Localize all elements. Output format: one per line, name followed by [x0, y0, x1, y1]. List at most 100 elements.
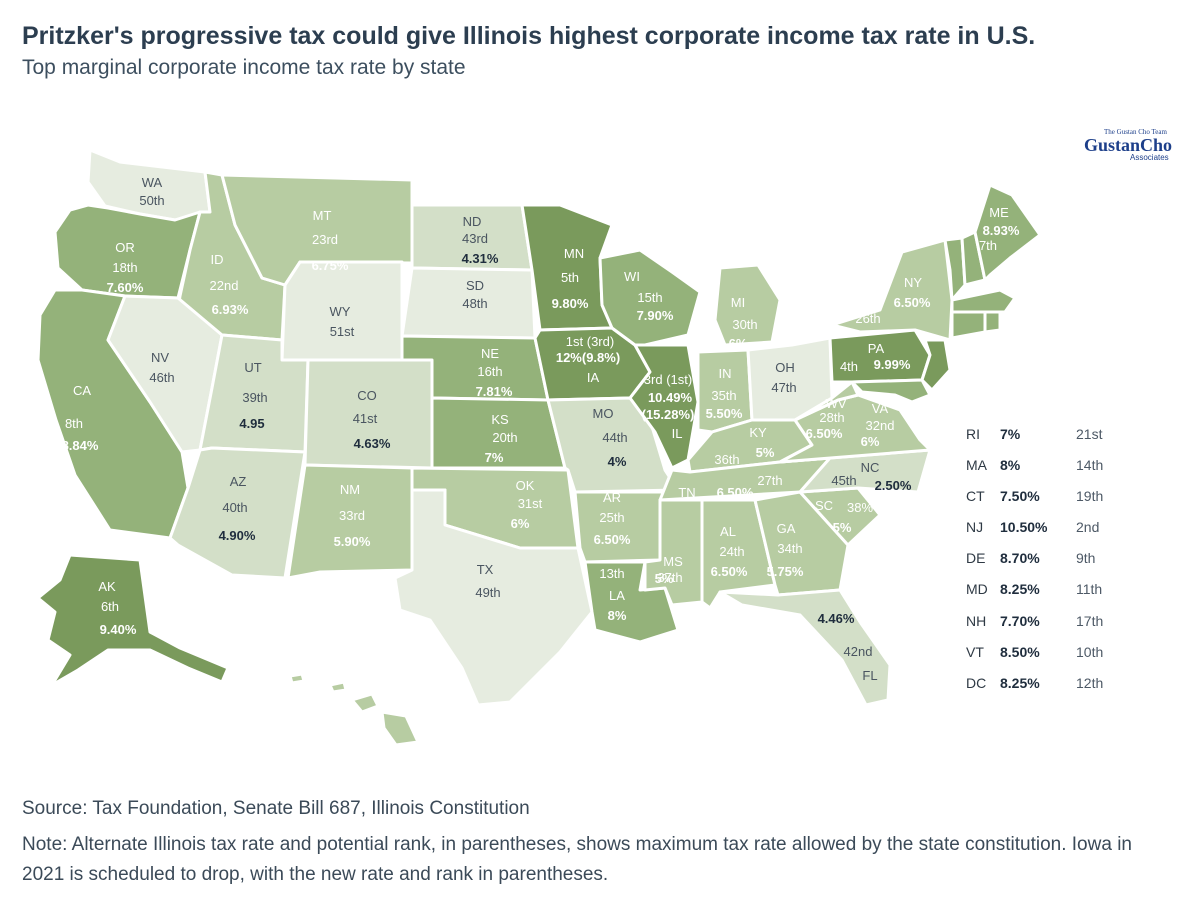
legend-abbr: NJ: [966, 519, 984, 536]
state-ak[interactable]: [36, 553, 230, 687]
state-tx[interactable]: [393, 488, 594, 707]
state-vt[interactable]: [943, 236, 967, 302]
label-ga-rate: 5.75%: [767, 564, 804, 579]
legend-abbr: DE: [966, 550, 986, 567]
label-pa-rate: 9.99%: [874, 357, 911, 372]
label-ms-rate: 5%: [655, 571, 674, 586]
label-va-rank: 32nd: [866, 418, 895, 433]
label-wy-abbr: WY: [330, 304, 351, 319]
label-mi-rate: 6%: [729, 336, 748, 351]
label-ok-abbr: OK: [516, 478, 535, 493]
label-or-rank: 18th: [112, 260, 137, 275]
label-ia-rate: 12%(9.8%): [556, 350, 620, 365]
label-il-rank: 3rd (1st): [644, 372, 692, 387]
state-mn[interactable]: [520, 203, 614, 332]
legend-abbr: MD: [966, 581, 988, 598]
label-ca-rank: 8th: [65, 416, 83, 431]
state-labels: WA 50th OR 18th 7.60% CA 8th 8.84% ID 22…: [62, 175, 1020, 721]
legend-abbr: VT: [966, 643, 984, 660]
label-hi-rate: 6.40%: [358, 676, 395, 691]
label-mo-rank: 44th: [602, 430, 627, 445]
legend-rate: 8.70%: [1000, 550, 1040, 567]
legend-row: DC 8.25% 12th: [962, 671, 1122, 702]
label-me-rate: 8.93%: [983, 223, 1020, 238]
label-mo-rate: 4%: [608, 454, 627, 469]
legend-rank: 21st: [1076, 426, 1103, 442]
label-ca-rate: 8.84%: [62, 438, 99, 453]
label-az-rate: 4.90%: [219, 528, 256, 543]
state-wi[interactable]: [598, 248, 702, 347]
label-wa-rank: 50th: [139, 193, 164, 208]
state-fl[interactable]: [718, 588, 892, 707]
label-ky-rate: 5%: [756, 445, 775, 460]
legend-rate: 8%: [1000, 457, 1021, 474]
legend-abbr: MA: [966, 457, 987, 474]
legend-rank: 17th: [1076, 612, 1104, 629]
state-ma[interactable]: [950, 288, 1017, 314]
state-nm[interactable]: [286, 463, 414, 580]
label-al-rate: 6.50%: [711, 564, 748, 579]
label-la-rank: 13th: [599, 566, 624, 581]
state-pa[interactable]: [828, 328, 932, 384]
label-ok-rank: 31st: [518, 496, 543, 511]
legend-row: NH 7.70% 17th: [962, 609, 1122, 640]
label-ak-rate: 9.40%: [100, 622, 137, 637]
state-il[interactable]: [628, 343, 700, 470]
logo-name: GustanCho: [1084, 135, 1173, 155]
legend-abbr: DC: [966, 674, 987, 691]
label-ms-rank: 37th: [657, 570, 682, 585]
label-ia-abbr: IA: [587, 370, 600, 385]
state-hi-island-3[interactable]: [380, 710, 420, 747]
map-subtitle: Top marginal corporate income tax rate b…: [22, 56, 466, 79]
state-nj[interactable]: [920, 338, 952, 392]
state-ri[interactable]: [983, 310, 1002, 334]
label-al-abbr: AL: [720, 524, 736, 539]
label-fl-rank: 42nd: [844, 644, 873, 659]
label-tn-rate: 6.50%: [717, 485, 754, 500]
state-shapes: [36, 148, 1042, 747]
label-fl-rate: 4.46%: [818, 611, 855, 626]
label-ga-rank: 34th: [777, 541, 802, 556]
label-az-abbr: AZ: [230, 474, 247, 489]
legend-rank: 11th: [1076, 581, 1103, 598]
label-mt-abbr: MT: [313, 208, 332, 223]
label-in-rank: 35th: [711, 388, 736, 403]
label-mn-rank: 5th: [561, 270, 579, 285]
label-co-abbr: CO: [357, 388, 377, 403]
state-md[interactable]: [850, 378, 932, 404]
label-nc-rank: 45th: [831, 473, 856, 488]
logo-sub: Associates: [1130, 153, 1169, 162]
state-me[interactable]: [973, 183, 1042, 282]
label-il-abbr: IL: [672, 426, 683, 441]
label-pa-rank: 4th: [840, 359, 858, 374]
label-id-rate: 6.93%: [212, 302, 249, 317]
state-ny[interactable]: [830, 238, 954, 342]
source-text: Source: Tax Foundation, Senate Bill 687,…: [22, 798, 530, 819]
label-ak-rank: 6th: [101, 599, 119, 614]
logo-tagline: The Gustan Cho Team: [1104, 128, 1167, 136]
legend-abbr: CT: [966, 488, 985, 505]
state-ar[interactable]: [573, 490, 674, 564]
label-ms-abbr: MS: [663, 554, 683, 569]
state-mi[interactable]: [713, 263, 782, 347]
label-id-abbr: ID: [211, 252, 224, 267]
legend-rank: 10th: [1076, 643, 1104, 660]
label-la-abbr: LA: [609, 588, 625, 603]
state-az[interactable]: [168, 446, 307, 580]
label-wi-rank: 15th: [637, 290, 662, 305]
legend-abbr: NH: [966, 612, 987, 629]
legend-row: CT 7.50% 19th: [962, 484, 1122, 515]
state-hi-island-4[interactable]: [288, 672, 306, 685]
state-wv[interactable]: [793, 380, 860, 422]
legend-abbr: RI: [966, 426, 980, 442]
gustancho-logo: The Gustan Cho Team GustanCho Associates: [1078, 128, 1188, 164]
state-la[interactable]: [583, 560, 680, 644]
label-ga-abbr: GA: [777, 521, 796, 536]
label-wv-rate: 6.50%: [806, 426, 843, 441]
state-hi-island-2[interactable]: [328, 680, 348, 694]
label-in-abbr: IN: [719, 366, 732, 381]
label-ut-rate: 4.95: [239, 416, 264, 431]
label-in-rate: 5.50%: [706, 406, 743, 421]
state-ct[interactable]: [950, 310, 987, 340]
state-hi[interactable]: [350, 692, 380, 714]
